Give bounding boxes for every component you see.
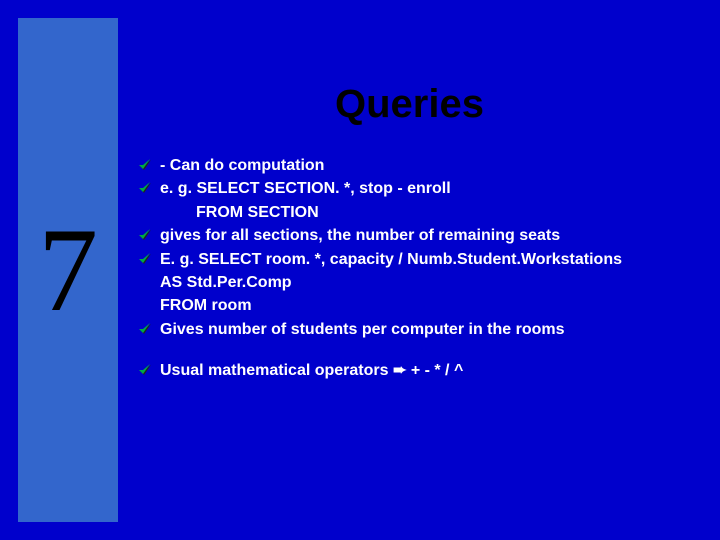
slide-number: 7 bbox=[38, 201, 98, 339]
bullet-item: - Can do computation bbox=[138, 155, 703, 177]
bullet-item: gives for all sections, the number of re… bbox=[138, 225, 703, 247]
bullet-item: e. g. SELECT SECTION. *, stop - enroll bbox=[138, 178, 703, 200]
spacer bbox=[138, 342, 703, 360]
bullet-text: e. g. SELECT SECTION. *, stop - enroll bbox=[160, 178, 703, 200]
sidebar-panel: 7 bbox=[18, 18, 118, 522]
bullet-text: Gives number of students per computer in… bbox=[160, 319, 703, 341]
slide-body: - Can do computation e. g. SELECT SECTIO… bbox=[138, 155, 703, 384]
bullet-item: Gives number of students per computer in… bbox=[138, 319, 703, 341]
checkmark-icon bbox=[138, 321, 152, 339]
checkmark-icon bbox=[138, 362, 152, 380]
arrow-icon: ➨ bbox=[393, 360, 406, 382]
bullet-text: - Can do computation bbox=[160, 155, 703, 177]
bullet-text: gives for all sections, the number of re… bbox=[160, 225, 703, 247]
bullet-item: E. g. SELECT room. *, capacity / Numb.St… bbox=[138, 249, 703, 271]
bullet-text: AS Std.Per.Comp bbox=[160, 272, 703, 294]
text-fragment: + - * / ^ bbox=[406, 362, 463, 379]
bullet-text: E. g. SELECT room. *, capacity / Numb.St… bbox=[160, 249, 703, 271]
checkmark-icon bbox=[138, 180, 152, 198]
slide-title: Queries bbox=[335, 82, 484, 127]
indent-line: AS Std.Per.Comp bbox=[138, 272, 703, 294]
checkmark-icon bbox=[138, 157, 152, 175]
bullet-text: Usual mathematical operators ➨ + - * / ^ bbox=[160, 360, 703, 382]
checkmark-icon bbox=[138, 227, 152, 245]
bullet-text: FROM room bbox=[160, 295, 703, 317]
bullet-item: Usual mathematical operators ➨ + - * / ^ bbox=[138, 360, 703, 382]
indent-line: FROM SECTION bbox=[138, 202, 703, 224]
indent-line: FROM room bbox=[138, 295, 703, 317]
text-fragment: Usual mathematical operators bbox=[160, 362, 393, 379]
checkmark-icon bbox=[138, 251, 152, 269]
